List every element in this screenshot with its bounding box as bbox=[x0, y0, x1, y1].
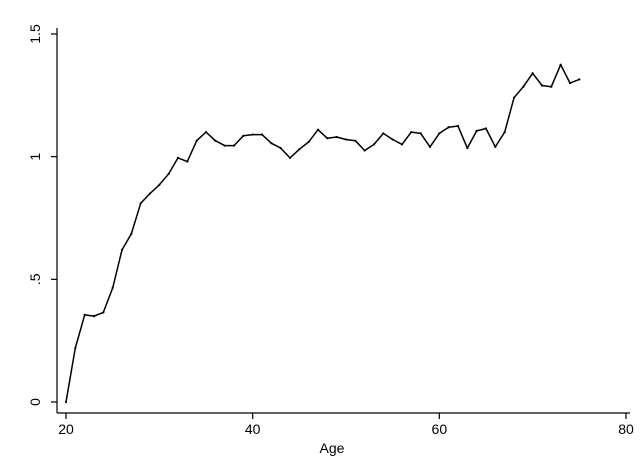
data-point bbox=[559, 63, 562, 66]
data-point bbox=[288, 156, 292, 159]
data-point bbox=[120, 248, 124, 251]
data-point bbox=[148, 192, 152, 195]
data-point bbox=[139, 202, 142, 205]
data-point bbox=[111, 286, 114, 290]
data-point bbox=[400, 143, 404, 146]
x-tick-label: 80 bbox=[618, 421, 634, 437]
data-point bbox=[92, 315, 96, 318]
data-point bbox=[335, 135, 338, 139]
data-point bbox=[186, 160, 189, 163]
data-point bbox=[130, 232, 133, 236]
data-point bbox=[64, 400, 68, 404]
x-tick-label: 60 bbox=[432, 421, 448, 437]
data-point bbox=[522, 85, 525, 88]
data-point bbox=[494, 145, 497, 148]
x-tick-label: 40 bbox=[245, 421, 261, 437]
data-point bbox=[354, 139, 357, 142]
y-tick-label: 1 bbox=[27, 153, 43, 161]
data-point bbox=[251, 133, 254, 136]
data-point bbox=[391, 138, 394, 141]
data-point bbox=[167, 172, 170, 175]
axes bbox=[56, 28, 630, 414]
data-point bbox=[568, 81, 572, 85]
data-point bbox=[363, 149, 366, 152]
x-tick-label: 20 bbox=[58, 421, 74, 437]
data-point bbox=[372, 143, 376, 146]
data-point bbox=[83, 313, 86, 317]
data-point bbox=[382, 132, 385, 135]
data-point bbox=[214, 139, 217, 142]
series-group bbox=[64, 63, 581, 404]
data-point bbox=[326, 137, 329, 140]
data-point bbox=[456, 124, 460, 128]
y-tick-label: .5 bbox=[27, 273, 43, 285]
data-point bbox=[428, 145, 432, 148]
y-tick-label: 1.5 bbox=[27, 24, 43, 44]
data-point bbox=[242, 134, 245, 137]
data-point bbox=[102, 311, 105, 314]
data-point bbox=[540, 84, 544, 87]
data-point bbox=[531, 72, 534, 75]
y-tick-label: 0 bbox=[27, 398, 43, 406]
data-point bbox=[279, 146, 282, 150]
data-point bbox=[270, 142, 273, 145]
data-point bbox=[438, 132, 441, 135]
data-point bbox=[475, 129, 478, 133]
x-axis-title: Age bbox=[320, 440, 345, 456]
data-point bbox=[578, 78, 581, 81]
data-point bbox=[503, 131, 506, 134]
data-point bbox=[512, 96, 516, 99]
data-point bbox=[316, 128, 320, 131]
data-point bbox=[298, 148, 301, 151]
data-point bbox=[466, 146, 469, 150]
data-point bbox=[484, 127, 488, 130]
data-point bbox=[410, 131, 413, 134]
data-point bbox=[223, 144, 226, 147]
tick-group: 20 40 60 80 0 .5 1 1.5 bbox=[27, 24, 634, 437]
data-point bbox=[260, 133, 264, 136]
series-line bbox=[65, 63, 580, 403]
data-point bbox=[447, 126, 450, 129]
data-point bbox=[195, 139, 198, 142]
data-point bbox=[550, 85, 553, 88]
data-point bbox=[74, 346, 77, 350]
data-point bbox=[232, 144, 236, 147]
data-point bbox=[344, 138, 348, 141]
data-point bbox=[307, 140, 310, 144]
data-point bbox=[204, 131, 208, 134]
data-point bbox=[419, 132, 422, 135]
data-point bbox=[158, 183, 161, 186]
data-point bbox=[176, 156, 180, 159]
